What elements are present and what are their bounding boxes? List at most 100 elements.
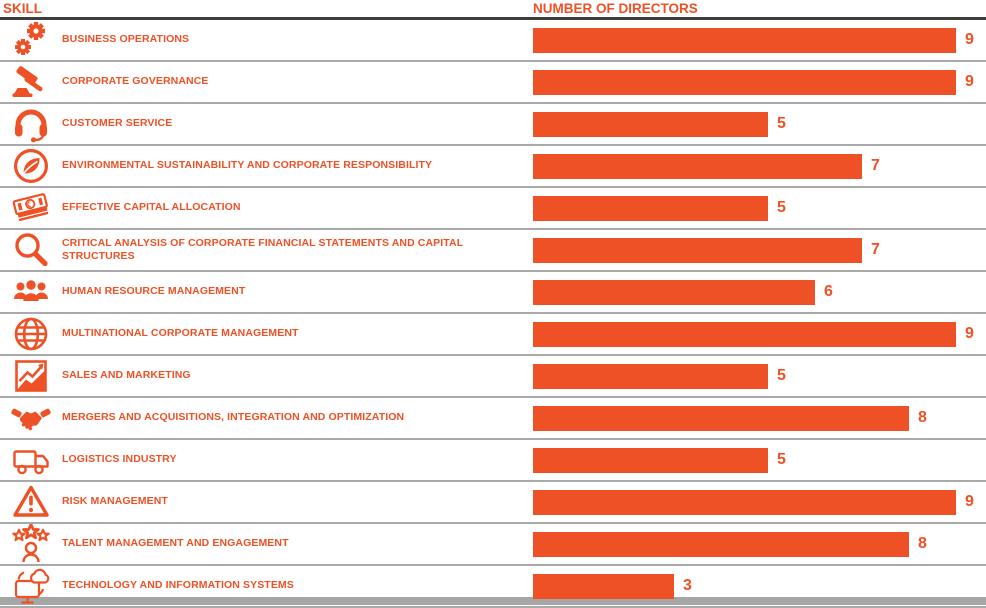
director-count-bar <box>533 489 956 515</box>
bar-cell: 5 <box>533 111 986 137</box>
director-count-value: 9 <box>965 493 974 510</box>
table-row: HUMAN RESOURCE MANAGEMENT 6 <box>0 272 986 314</box>
table-row: RISK MANAGEMENT 9 <box>0 482 986 524</box>
skill-rows: BUSINESS OPERATIONS 9 CORPORATE GOVERNAN… <box>0 20 986 608</box>
directors-column-header: NUMBER OF DIRECTORS <box>533 1 698 16</box>
skill-icon-cell <box>0 356 62 396</box>
skill-column-header: SKILL <box>3 1 42 16</box>
skill-icon-cell <box>0 440 62 480</box>
skill-label: TECHNOLOGY AND INFORMATION SYSTEMS <box>62 579 294 592</box>
bar-cell: 5 <box>533 195 986 221</box>
bar-cell: 5 <box>533 363 986 389</box>
skill-label: CUSTOMER SERVICE <box>62 117 173 130</box>
skill-icon-cell <box>0 272 62 312</box>
skill-label: TALENT MANAGEMENT AND ENGAGEMENT <box>62 537 289 550</box>
bar-cell: 6 <box>533 279 986 305</box>
table-row: CORPORATE GOVERNANCE 9 <box>0 62 986 104</box>
bar-cell: 9 <box>533 321 986 347</box>
skill-label: BUSINESS OPERATIONS <box>62 33 190 46</box>
director-count-bar <box>533 237 862 263</box>
truck-icon <box>11 440 51 480</box>
skill-label: ENVIRONMENTAL SUSTAINABILITY AND CORPORA… <box>62 159 433 172</box>
director-count-bar <box>533 363 768 389</box>
skill-icon-cell <box>0 524 62 564</box>
gears-icon <box>11 20 51 60</box>
skill-label: CRITICAL ANALYSIS OF CORPORATE FINANCIAL… <box>62 236 464 262</box>
handshake-icon <box>11 398 51 438</box>
director-count-value: 9 <box>965 73 974 90</box>
skill-icon-cell <box>0 398 62 438</box>
headset-icon <box>11 104 51 144</box>
table-row: TECHNOLOGY AND INFORMATION SYSTEMS 3 <box>0 566 986 608</box>
director-count-value: 7 <box>871 157 880 174</box>
bar-cell: 9 <box>533 69 986 95</box>
leaf-circle-icon <box>11 146 51 186</box>
director-count-bar <box>533 195 768 221</box>
director-count-value: 5 <box>777 367 786 384</box>
bar-cell: 7 <box>533 237 986 263</box>
director-count-value: 5 <box>777 451 786 468</box>
bar-cell: 7 <box>533 153 986 179</box>
skill-label: MERGERS AND ACQUISITIONS, INTEGRATION AN… <box>62 411 405 424</box>
director-count-value: 6 <box>824 283 833 300</box>
skill-icon-cell <box>0 62 62 102</box>
director-count-bar <box>533 69 956 95</box>
bar-cell: 9 <box>533 27 986 53</box>
director-count-value: 9 <box>965 31 974 48</box>
skill-icon-cell <box>0 104 62 144</box>
director-count-bar <box>533 279 815 305</box>
bar-cell: 5 <box>533 447 986 473</box>
skill-icon-cell <box>0 566 62 606</box>
skill-label: EFFECTIVE CAPITAL ALLOCATION <box>62 201 241 214</box>
director-count-bar <box>533 27 956 53</box>
skill-icon-cell <box>0 482 62 522</box>
skill-icon-cell <box>0 146 62 186</box>
skill-label: CORPORATE GOVERNANCE <box>62 75 209 88</box>
bar-cell: 3 <box>533 573 986 599</box>
banknote-icon <box>11 188 51 228</box>
director-count-bar <box>533 531 909 557</box>
footer-divider-bar <box>0 597 986 605</box>
skill-label: LOGISTICS INDUSTRY <box>62 453 177 466</box>
table-row: CUSTOMER SERVICE 5 <box>0 104 986 146</box>
skill-icon-cell <box>0 230 62 270</box>
table-row: TALENT MANAGEMENT AND ENGAGEMENT 8 <box>0 524 986 566</box>
table-row: ENVIRONMENTAL SUSTAINABILITY AND CORPORA… <box>0 146 986 188</box>
director-count-value: 3 <box>683 577 692 594</box>
table-row: LOGISTICS INDUSTRY 5 <box>0 440 986 482</box>
table-header: SKILL NUMBER OF DIRECTORS <box>0 0 986 20</box>
globe-icon <box>11 314 51 354</box>
skill-icon-cell <box>0 188 62 228</box>
director-count-value: 5 <box>777 115 786 132</box>
director-count-bar <box>533 111 768 137</box>
director-count-bar <box>533 447 768 473</box>
table-row: MULTINATIONAL CORPORATE MANAGEMENT 9 <box>0 314 986 356</box>
people-group-icon <box>11 272 51 312</box>
director-count-value: 8 <box>918 409 927 426</box>
computer-cloud-icon <box>11 566 51 606</box>
growth-chart-icon <box>11 356 51 396</box>
table-row: BUSINESS OPERATIONS 9 <box>0 20 986 62</box>
skill-label: MULTINATIONAL CORPORATE MANAGEMENT <box>62 327 299 340</box>
gavel-icon <box>11 62 51 102</box>
table-row: EFFECTIVE CAPITAL ALLOCATION 5 <box>0 188 986 230</box>
director-count-bar <box>533 573 674 599</box>
director-count-bar <box>533 321 956 347</box>
director-count-value: 7 <box>871 241 880 258</box>
director-count-bar <box>533 405 909 431</box>
table-row: MERGERS AND ACQUISITIONS, INTEGRATION AN… <box>0 398 986 440</box>
bar-cell: 9 <box>533 489 986 515</box>
skill-label: HUMAN RESOURCE MANAGEMENT <box>62 285 246 298</box>
table-row: CRITICAL ANALYSIS OF CORPORATE FINANCIAL… <box>0 230 986 272</box>
director-count-value: 9 <box>965 325 974 342</box>
magnifier-icon <box>11 230 51 270</box>
table-row: SALES AND MARKETING 5 <box>0 356 986 398</box>
skill-icon-cell <box>0 314 62 354</box>
warning-triangle-icon <box>11 482 51 522</box>
bar-cell: 8 <box>533 405 986 431</box>
skill-icon-cell <box>0 20 62 60</box>
director-count-value: 5 <box>777 199 786 216</box>
skill-label: RISK MANAGEMENT <box>62 495 168 508</box>
director-count-value: 8 <box>918 535 927 552</box>
